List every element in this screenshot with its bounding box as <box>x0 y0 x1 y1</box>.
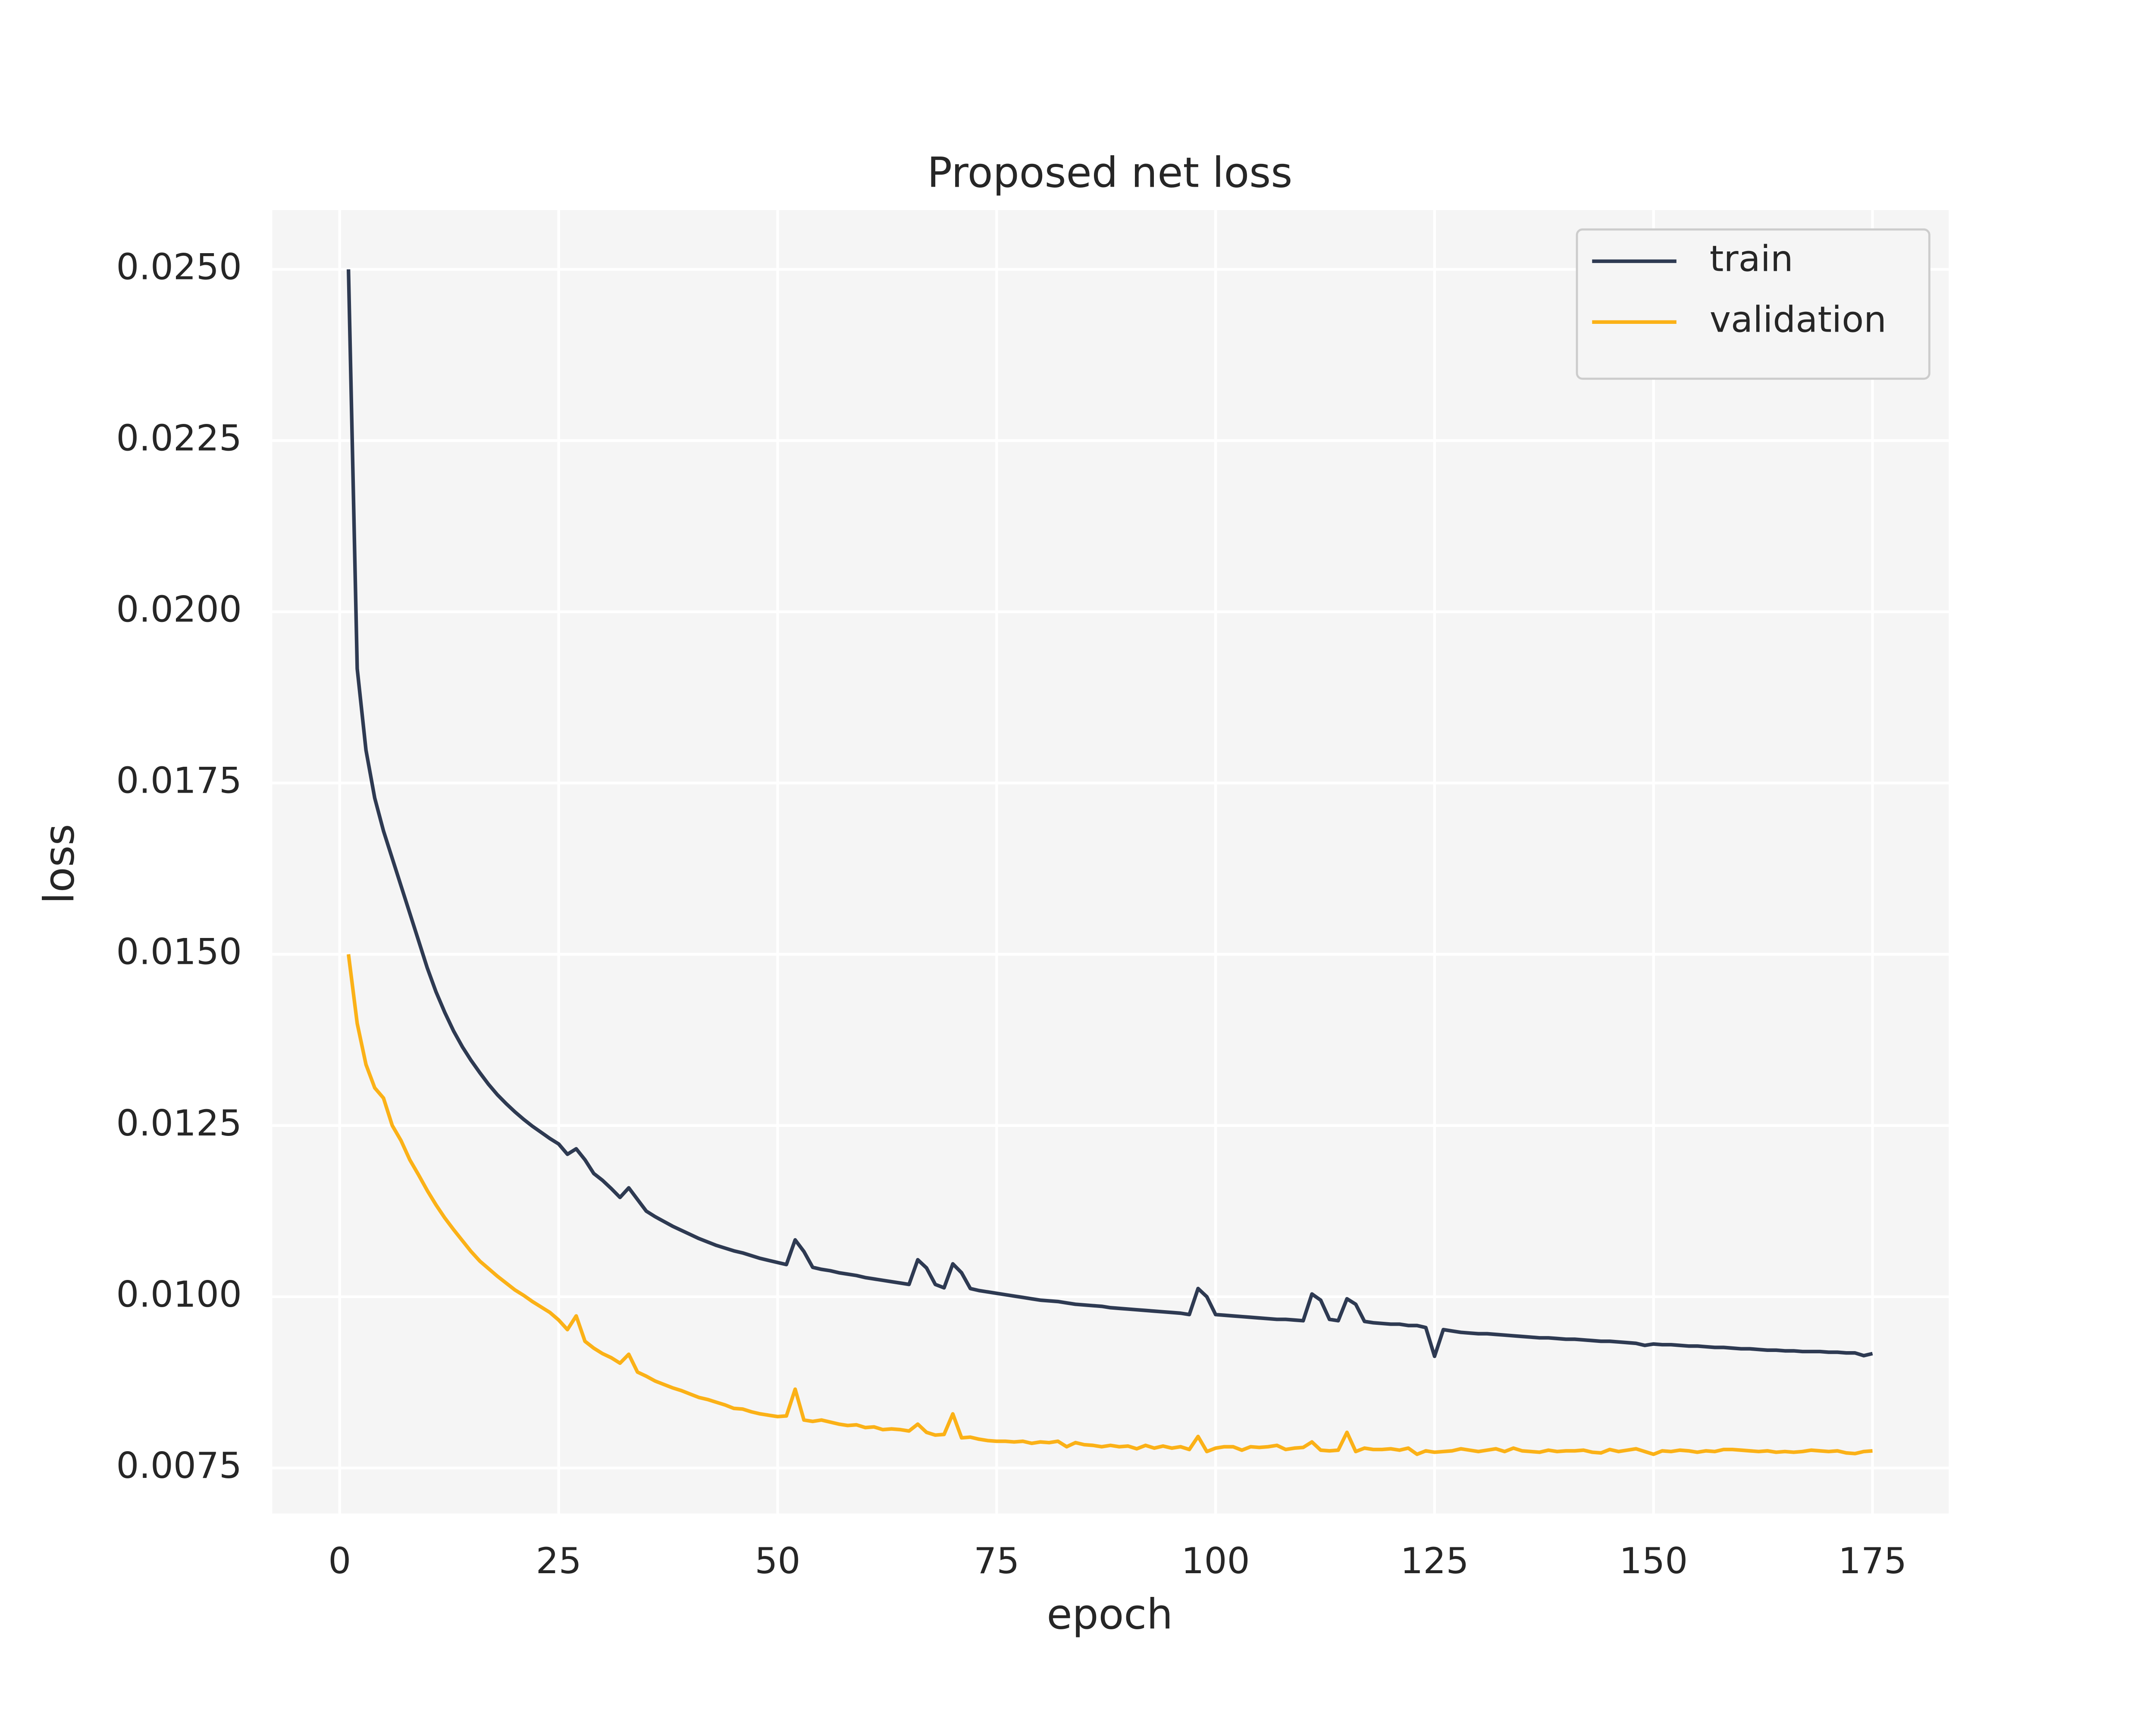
y-tick-label: 0.0225 <box>116 417 242 459</box>
x-tick-label: 50 <box>755 1540 800 1582</box>
y-tick-label: 0.0100 <box>116 1273 242 1315</box>
series-line <box>347 954 1873 1456</box>
y-tick-label: 0.0250 <box>116 246 242 288</box>
x-tick-label: 100 <box>1181 1540 1250 1582</box>
series-line <box>346 269 1873 1358</box>
x-tick-label: 75 <box>974 1540 1019 1582</box>
chart-title: Proposed net loss <box>927 148 1292 197</box>
legend: train validation <box>1576 228 1930 380</box>
y-axis-label: loss <box>35 824 84 904</box>
legend-label: validation <box>1710 299 1887 341</box>
x-tick-label: 25 <box>536 1540 582 1582</box>
grid <box>272 210 1949 1514</box>
legend-label: train <box>1710 238 1793 280</box>
x-tick-label: 175 <box>1838 1540 1907 1582</box>
lines <box>346 269 1873 1456</box>
y-tick-label: 0.0150 <box>116 931 242 973</box>
x-axis-label: epoch <box>1047 1590 1173 1638</box>
y-tick-label: 0.0200 <box>116 589 242 630</box>
plot-area <box>272 210 1949 1514</box>
legend-box <box>1576 228 1930 380</box>
y-tick-label: 0.0175 <box>116 760 242 802</box>
x-tick-label: 0 <box>328 1540 351 1582</box>
y-tick-label: 0.0125 <box>116 1102 242 1144</box>
x-tick-label: 125 <box>1400 1540 1469 1582</box>
y-tick-label: 0.0075 <box>116 1445 242 1487</box>
x-tick-label: 150 <box>1619 1540 1688 1582</box>
